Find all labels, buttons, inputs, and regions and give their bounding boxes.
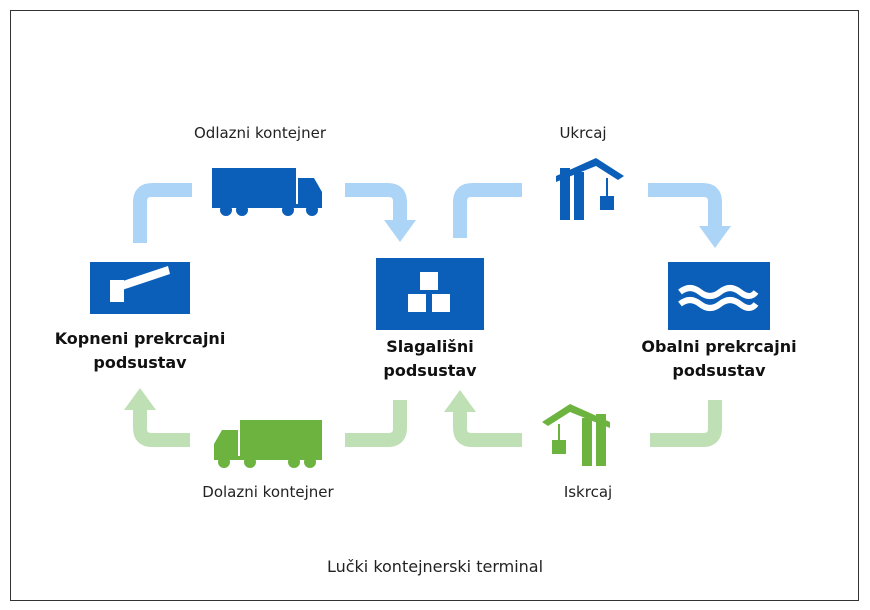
- outbound-arrows: [133, 183, 731, 248]
- unloading-crane: [542, 404, 610, 466]
- loading-crane: [556, 158, 624, 220]
- outbound-truck: [212, 168, 322, 216]
- node-label: Obalni prekrcajni: [641, 337, 796, 356]
- flow-label: Ukrcaj: [559, 124, 606, 142]
- inbound-arrows: [124, 388, 722, 447]
- node-label: Kopneni prekrcajni: [55, 329, 226, 348]
- sea-box: [668, 262, 770, 330]
- node-label: podsustav: [383, 361, 477, 380]
- inbound-truck: [214, 420, 322, 468]
- flow-label: Iskrcaj: [564, 483, 612, 501]
- node-label: Slagališni: [386, 337, 473, 356]
- land-box: [90, 262, 190, 314]
- stack-box: [376, 258, 484, 330]
- node-label: podsustav: [672, 361, 766, 380]
- caption: Lučki kontejnerski terminal: [327, 557, 543, 576]
- flow-label: Dolazni kontejner: [202, 483, 334, 501]
- flow-label: Odlazni kontejner: [194, 124, 327, 142]
- node-label: podsustav: [93, 353, 187, 372]
